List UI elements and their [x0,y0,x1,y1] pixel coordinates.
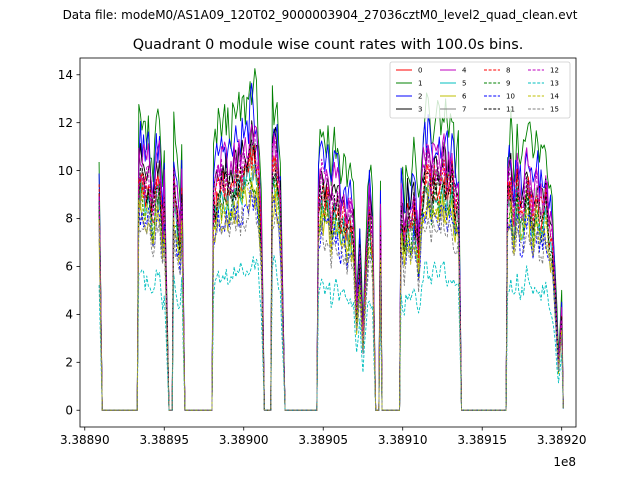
series-line-12 [98,132,564,411]
x-tick-label: 3.38920 [537,433,587,447]
series-line-15 [98,192,564,411]
y-tick-label: 4 [65,308,73,322]
y-tick-label: 6 [65,260,73,274]
y-tick-label: 0 [65,403,73,417]
x-tick-label: 3.38900 [219,433,269,447]
y-tick-label: 14 [58,68,73,82]
x-tick-label: 3.38910 [378,433,428,447]
legend-label-7: 7 [462,106,466,114]
legend-label-15: 15 [550,106,559,114]
x-tick-label: 3.38895 [139,433,189,447]
plot-area: 3.38890 3.38895 3.38900 3.38905 3.38910 3.389… [58,57,587,447]
data-lines [98,68,564,411]
legend-label-5: 5 [462,80,466,88]
x-axis-offset-label: 1e8 [553,455,576,469]
chart-title: Quadrant 0 module wise count rates with … [133,37,524,53]
legend-label-6: 6 [462,93,467,101]
series-line-13 [98,255,564,411]
y-tick-label: 2 [65,356,73,370]
legend-label-13: 13 [550,80,559,88]
legend-label-4: 4 [462,67,467,75]
y-tick-label: 12 [58,116,73,130]
series-line-14 [98,166,564,411]
x-tick-label: 3.38915 [457,433,507,447]
legend-label-10: 10 [506,93,515,101]
axes-frame [79,57,577,428]
legend-label-1: 1 [418,80,422,88]
y-tick-label: 10 [58,164,73,178]
legend-label-9: 9 [506,80,510,88]
legend-label-11: 11 [506,106,515,114]
legend-box [389,61,571,119]
legend-label-2: 2 [418,93,422,101]
legend-label-14: 14 [550,93,559,101]
x-tick-label: 3.38890 [60,433,110,447]
y-tick-label: 8 [65,212,73,226]
legend-label-0: 0 [418,67,422,75]
x-tick-label: 3.38905 [298,433,348,447]
legend-label-8: 8 [506,67,510,75]
legend-label-12: 12 [550,67,559,75]
figure-suptitle: Data file: modeM0/AS1A09_120T02_90000039… [63,8,578,22]
legend-label-3: 3 [418,106,422,114]
